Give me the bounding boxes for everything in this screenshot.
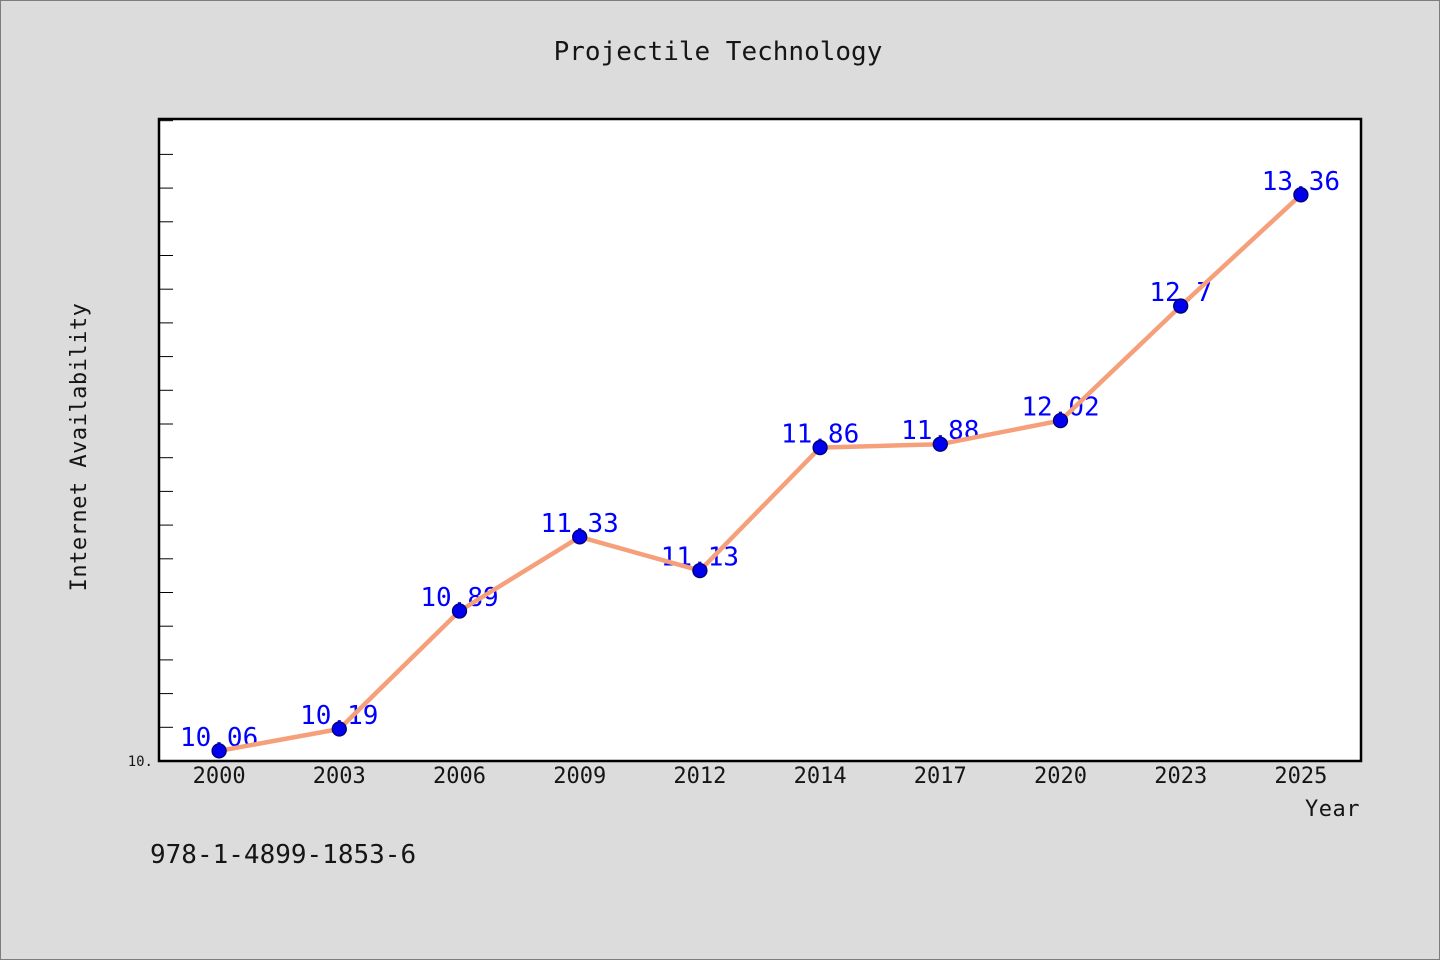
x-tick-label: 2003 (313, 764, 366, 789)
x-axis-label: Year (1305, 797, 1360, 822)
y-axis-label: Internet Availability (67, 303, 92, 592)
data-point-marker (692, 562, 708, 579)
x-tick-label: 2020 (1034, 764, 1087, 789)
footer-isbn: 978-1-4899-1853-6 (150, 840, 416, 870)
data-point-marker (211, 743, 227, 759)
x-tick-label: 2025 (1274, 764, 1327, 789)
data-point-marker (572, 529, 588, 545)
data-point-marker (812, 439, 828, 456)
x-tick-label: 2012 (673, 764, 726, 789)
data-point-marker (331, 721, 347, 737)
series-line (216, 192, 1304, 754)
chart-title: Projectile Technology (554, 37, 883, 67)
x-tick-label: 2006 (433, 764, 486, 789)
data-point-marker (451, 603, 468, 619)
y-tick-label: 10. (128, 754, 153, 770)
x-axis-tick-labels: 2000 2003 2006 2009 2012 2014 2017 2020 2023 2025 (193, 764, 1328, 789)
x-tick-label: 2014 (794, 764, 847, 789)
data-point-marker (932, 436, 948, 452)
x-tick-label: 2023 (1154, 764, 1207, 789)
plot-area (157, 117, 1363, 763)
x-tick-label: 2000 (193, 764, 246, 789)
x-tick-label: 2009 (553, 764, 606, 789)
data-point-markers (211, 187, 1309, 759)
data-point-marker (1293, 187, 1309, 203)
y-axis-ticks: 10. (128, 120, 173, 770)
data-point-marker (1173, 298, 1189, 314)
data-point-marker (1052, 412, 1069, 429)
x-tick-label: 2017 (914, 764, 967, 789)
